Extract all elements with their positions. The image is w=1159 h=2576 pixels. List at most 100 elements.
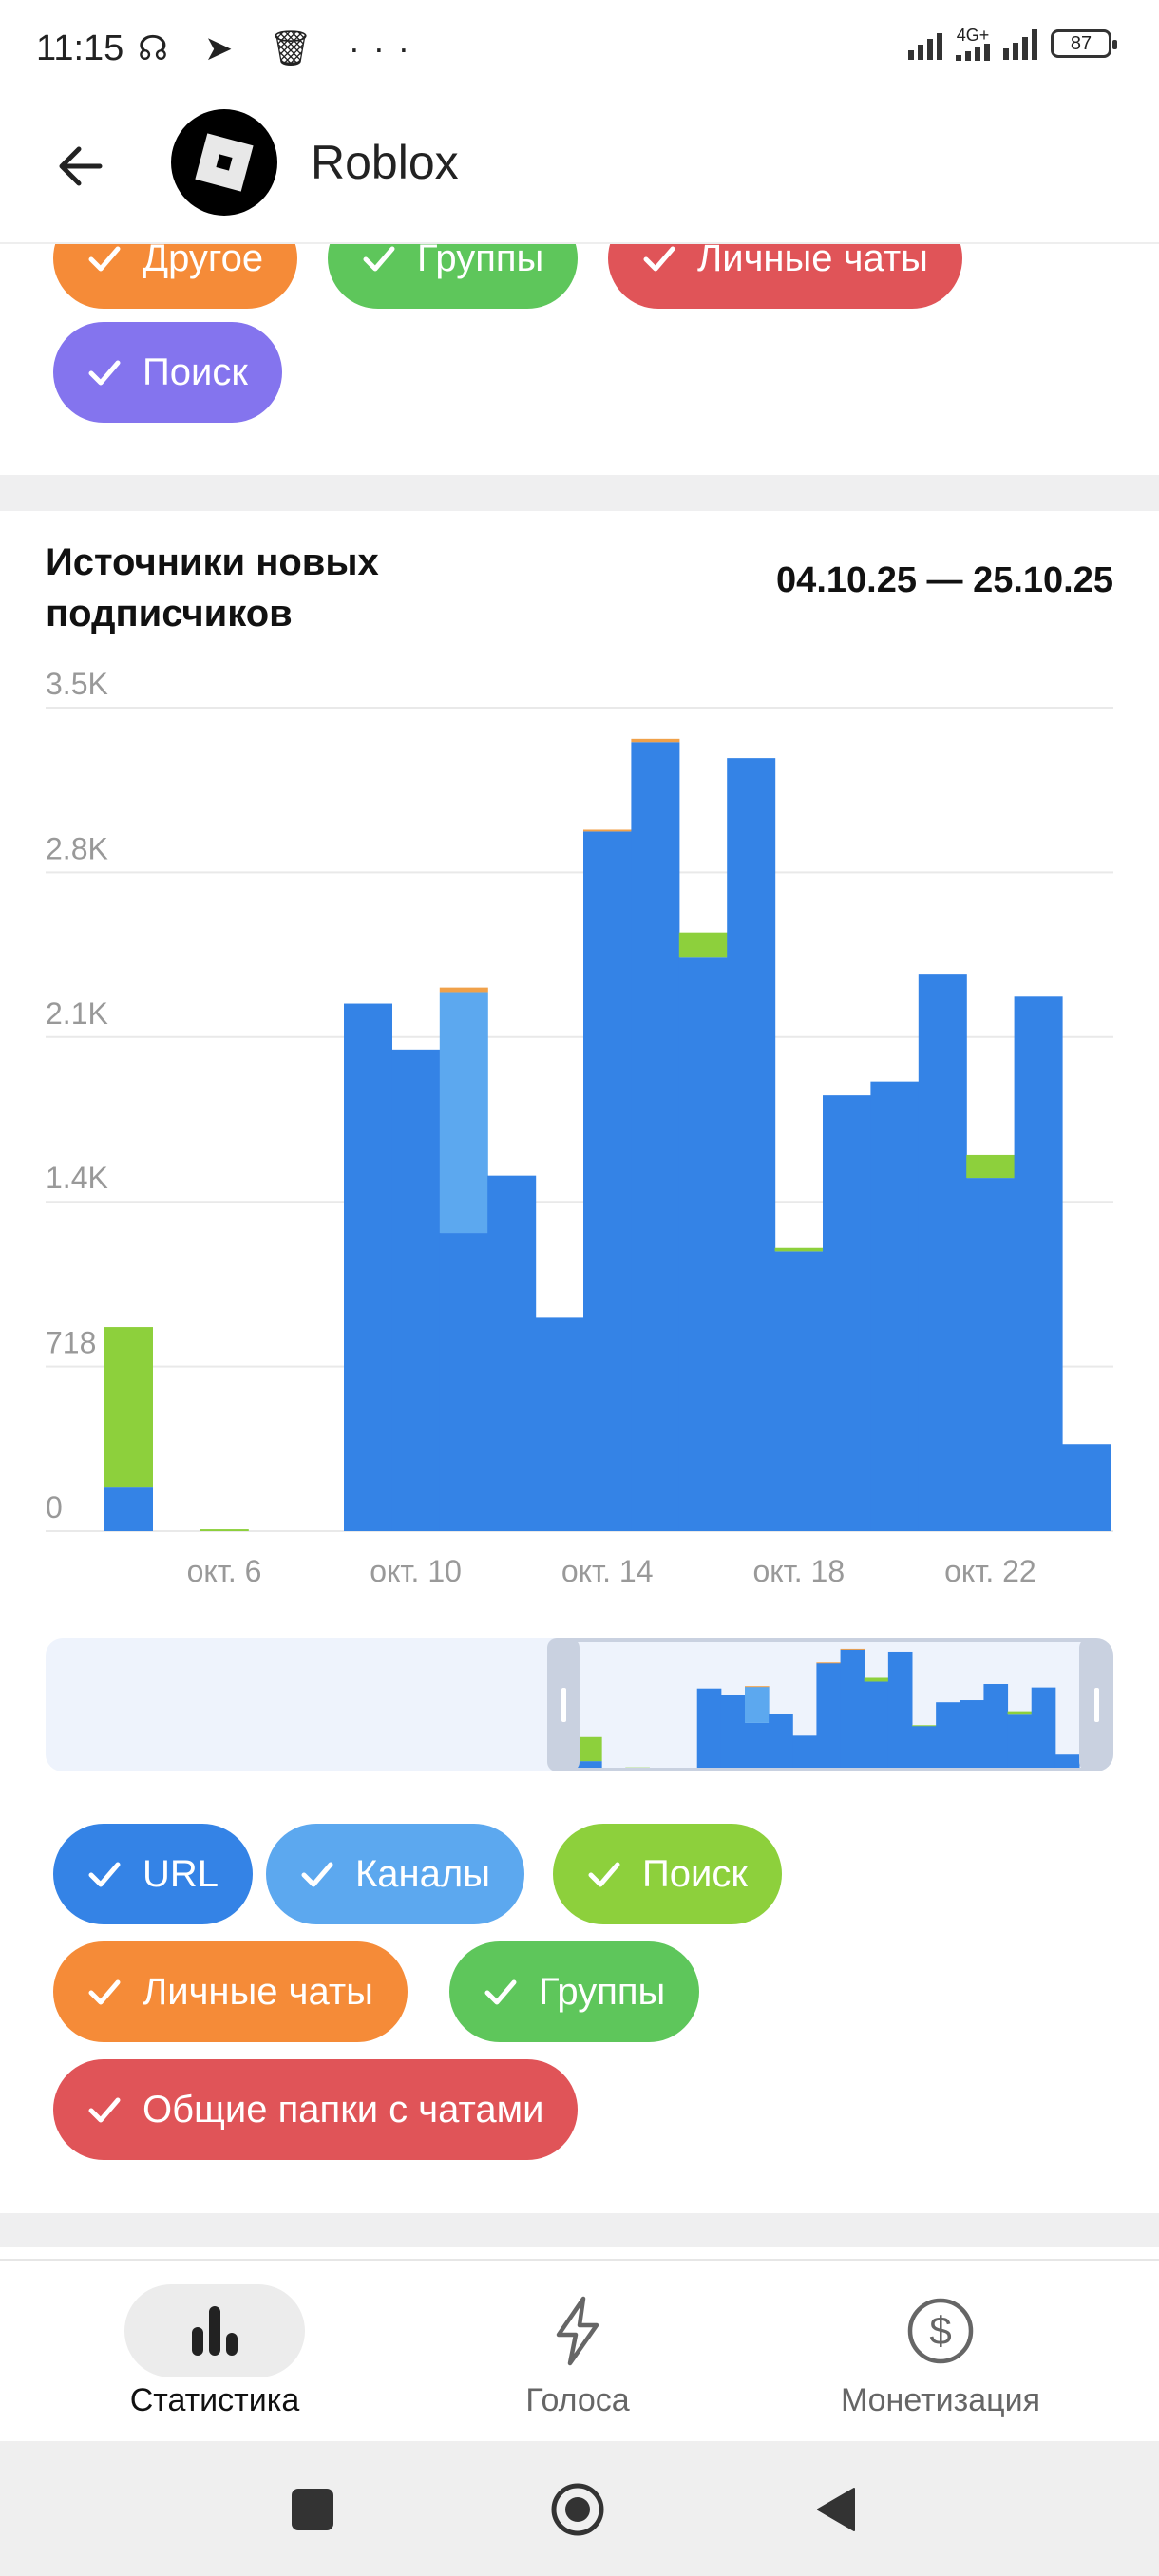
x-tick-label: окт. 6 xyxy=(187,1554,262,1588)
filter-chip-groups[interactable]: Группы xyxy=(449,1941,700,2042)
check-icon xyxy=(88,246,121,272)
minimap-bar xyxy=(887,1651,913,1768)
filter-chip-label: Другое xyxy=(142,244,264,279)
filter-chip-url[interactable]: URL xyxy=(53,1824,254,1924)
back-button[interactable] xyxy=(48,133,114,199)
minimap-bar xyxy=(936,1702,960,1768)
filter-chip-shared-folders[interactable]: Общие папки с чатами xyxy=(53,2059,579,2160)
minimap-chart xyxy=(547,1638,1113,1771)
range-frame-top xyxy=(563,1638,1095,1642)
minimap-bar xyxy=(745,1686,770,1723)
minimap-bar xyxy=(864,1681,889,1768)
bar-segment xyxy=(774,1251,824,1531)
minimap-bar xyxy=(578,1761,602,1768)
filter-chip-groups[interactable]: Группы xyxy=(328,244,579,309)
home-button[interactable] xyxy=(549,2481,606,2538)
minimap-bar xyxy=(745,1722,770,1768)
nav-label: Статистика xyxy=(129,2382,300,2418)
recent-apps-button[interactable] xyxy=(292,2489,333,2530)
y-tick-label: 3.5K xyxy=(46,667,108,701)
bar-segment xyxy=(104,1327,153,1488)
filter-chip-label: Общие папки с чатами xyxy=(142,2088,544,2131)
bar-segment xyxy=(439,1233,488,1531)
minimap-bar xyxy=(912,1725,937,1768)
nav-label: Голоса xyxy=(525,2382,630,2418)
filter-chip-private-chats[interactable]: Личные чаты xyxy=(53,1941,408,2042)
minimap-bar xyxy=(960,1700,984,1768)
system-nav-bar xyxy=(0,2441,1159,2576)
minimap-bar xyxy=(983,1684,1009,1768)
minimap-bar xyxy=(1007,1714,1033,1768)
range-grip-right xyxy=(1094,1688,1099,1722)
minimap-bar xyxy=(792,1735,817,1768)
filter-chip-other[interactable]: Другое xyxy=(53,244,298,309)
bar-segment xyxy=(583,831,632,1531)
y-tick-label: 1.4K xyxy=(46,1161,108,1195)
bar-segment xyxy=(631,742,680,1531)
bar-segment xyxy=(918,974,967,1531)
minimap-bar xyxy=(840,1648,865,1650)
minimap-bar xyxy=(1054,1754,1080,1768)
bar-segment xyxy=(870,1081,920,1531)
range-grip-left xyxy=(561,1688,566,1722)
filter-chip-search[interactable]: Поиск xyxy=(53,322,282,423)
nav-label: Монетизация xyxy=(840,2382,1041,2418)
check-icon xyxy=(88,360,121,386)
x-tick-label: окт. 22 xyxy=(944,1554,1036,1588)
filter-chip-channels[interactable]: Каналы xyxy=(266,1824,524,1924)
nav-active-indicator xyxy=(124,2284,305,2377)
bar-segment xyxy=(823,1095,871,1531)
nav-icon-wrap xyxy=(487,2284,668,2377)
bar-segment xyxy=(1014,996,1063,1531)
range-selector[interactable] xyxy=(46,1638,1113,1771)
minimap-bar xyxy=(864,1677,889,1682)
dollar-circle-icon: $ xyxy=(907,2298,974,2364)
check-icon xyxy=(643,246,675,272)
bar-segment xyxy=(631,738,680,743)
check-icon xyxy=(363,246,395,272)
y-tick-label: 718 xyxy=(46,1326,96,1360)
minimap-bar xyxy=(720,1695,746,1768)
bottom-nav: Статистика Голоса $ Монетизация xyxy=(0,2259,1159,2443)
status-time: 11:15 xyxy=(36,28,124,68)
nav-icon-wrap: $ xyxy=(850,2284,1031,2377)
check-icon xyxy=(88,2097,121,2123)
filter-chip-private-chats[interactable]: Личные чаты xyxy=(608,244,962,309)
bar-segment xyxy=(678,932,728,958)
minimap-bar xyxy=(912,1725,937,1727)
status-bar: 11:15 ☊ ➤ 🗑 ··· 4G+ 87 xyxy=(0,0,1159,100)
svg-text:$: $ xyxy=(929,2308,951,2353)
network-type: 4G+ xyxy=(956,26,990,45)
bar-segment xyxy=(583,829,632,832)
bar-segment xyxy=(200,1529,249,1531)
signal-icon-3 xyxy=(1003,28,1037,60)
check-icon xyxy=(88,1979,121,2005)
minimap-bar xyxy=(1007,1711,1033,1715)
nav-tab-statistics[interactable]: Статистика xyxy=(72,2261,357,2443)
bar-segment xyxy=(535,1317,584,1531)
section-divider xyxy=(0,475,1159,511)
y-tick-label: 2.8K xyxy=(46,831,108,865)
nav-tab-votes[interactable]: Голоса xyxy=(435,2261,720,2443)
avatar[interactable] xyxy=(171,109,277,216)
back-nav-button[interactable] xyxy=(812,2485,860,2534)
bar-segment xyxy=(344,1003,392,1531)
home-circle-icon xyxy=(551,2483,604,2536)
date-range[interactable]: 04.10.25 — 25.10.25 xyxy=(776,560,1113,600)
filter-chip-label: Личные чаты xyxy=(142,1970,373,2013)
range-frame-bottom xyxy=(563,1768,1095,1771)
bar-segment xyxy=(104,1487,153,1531)
filter-chip-search[interactable]: Поиск xyxy=(553,1824,782,1924)
check-icon xyxy=(484,1979,517,2005)
bar-segment xyxy=(966,1178,1016,1531)
lightning-icon xyxy=(556,2296,599,2366)
filter-chip-label: Личные чаты xyxy=(697,244,928,279)
minimap-bar xyxy=(840,1649,865,1768)
nav-tab-monetization[interactable]: $ Монетизация xyxy=(798,2261,1083,2443)
roblox-logo-icon xyxy=(195,133,254,192)
bar-segment xyxy=(727,758,776,1531)
top-filters: Другое Группы Личные чаты Поиск xyxy=(0,244,1159,472)
bar-segment xyxy=(439,987,488,993)
bar-segment xyxy=(439,992,488,1234)
arrow-left-icon xyxy=(59,146,103,186)
